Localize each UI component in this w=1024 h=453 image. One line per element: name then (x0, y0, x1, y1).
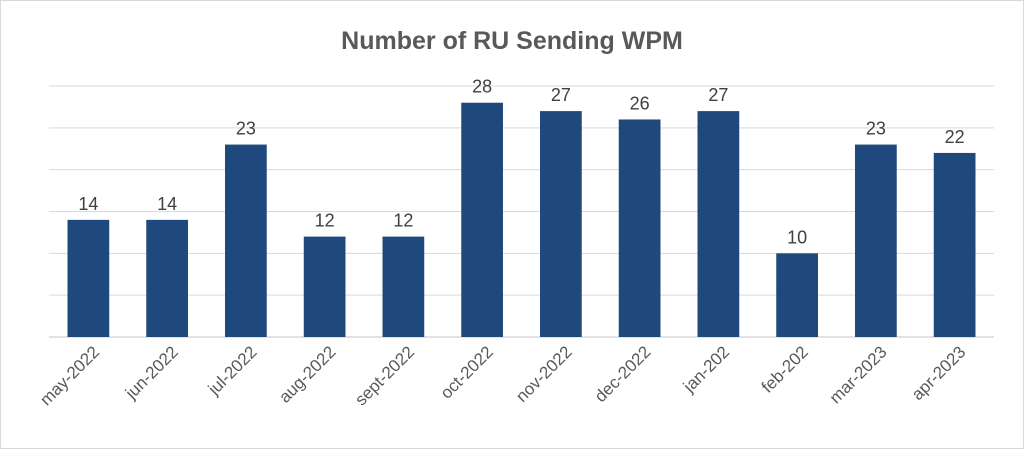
x-tick-label: sept-2022 (351, 342, 418, 409)
x-tick-label: feb-202 (758, 342, 812, 396)
data-label: 14 (157, 194, 177, 214)
x-tick-label: oct-2022 (437, 342, 497, 402)
bar (697, 111, 740, 337)
data-labels: 14 14 23 12 12 28 27 26 27 10 23 22 (78, 77, 964, 248)
data-label: 12 (315, 211, 335, 231)
x-tick-label: jun-2022 (121, 342, 182, 403)
data-label: 14 (78, 194, 98, 214)
bar (303, 236, 346, 337)
x-tick-label: dec-2022 (591, 342, 655, 406)
bar (933, 152, 976, 337)
x-tick-label: mar-2023 (826, 342, 891, 407)
x-tick-label: nov-2022 (512, 342, 576, 406)
data-label: 27 (551, 85, 571, 105)
x-tick-label: may-2022 (36, 342, 103, 409)
x-tick-label: jan-202 (679, 342, 733, 396)
bar (382, 236, 425, 337)
gridlines (49, 85, 994, 338)
bar (67, 219, 110, 337)
x-tick-label: apr-2023 (908, 342, 970, 404)
bar (461, 102, 503, 337)
data-label: 23 (236, 119, 256, 139)
bar (225, 144, 267, 337)
bars (67, 102, 976, 337)
x-tick-label: aug-2022 (275, 342, 339, 406)
data-label: 23 (866, 119, 886, 139)
bar (855, 144, 897, 337)
bar (776, 253, 818, 337)
x-tick-labels: may-2022 jun-2022 jul-2022 aug-2022 sept-202… (36, 342, 969, 409)
x-tick-label: jul-2022 (204, 342, 261, 399)
data-label: 28 (472, 77, 492, 97)
bar (618, 119, 661, 337)
data-label: 10 (787, 227, 807, 247)
data-label: 22 (945, 127, 965, 147)
chart-title: Number of RU Sending WPM (341, 27, 683, 55)
data-label: 26 (630, 93, 650, 113)
data-label: 27 (708, 85, 728, 105)
bar (146, 219, 188, 337)
data-label: 12 (393, 211, 413, 231)
bar (540, 111, 582, 337)
